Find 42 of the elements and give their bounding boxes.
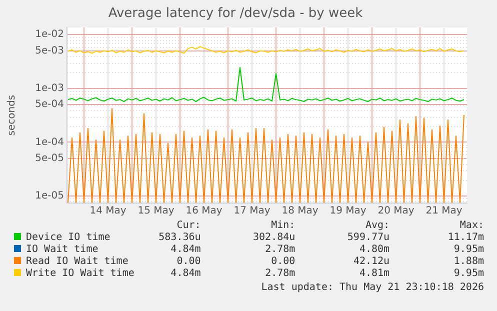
text: 0.00: [270, 256, 296, 268]
text: 4.80m: [358, 244, 390, 256]
text: 11.17m: [446, 232, 484, 244]
text: Cur:: [176, 220, 201, 232]
text: 302.84u: [252, 232, 296, 244]
text: 9.95m: [452, 244, 484, 256]
y-tick-label: 1e-04: [35, 136, 64, 148]
text: 583.36u: [158, 232, 201, 243]
y-tick-label: 1e-05: [35, 190, 64, 202]
text: Last update: Thu May 21 23:10:18 2026: [261, 282, 484, 293]
x-tick-label: 16 May: [186, 206, 222, 217]
x-tick-label: 20 May: [378, 206, 414, 217]
y-axis-title: seconds: [6, 94, 18, 136]
text: Max:: [458, 220, 484, 232]
x-tick-label: 19 May: [330, 206, 366, 217]
text: 4.81m: [358, 268, 390, 280]
text: 4.84m: [170, 244, 201, 256]
y-tick-label: 1e-03: [35, 82, 64, 94]
text: Min:: [270, 220, 296, 232]
legend-label: IO Wait time: [25, 244, 100, 256]
legend-label: Device IO time: [25, 232, 110, 244]
text: 2.78m: [264, 244, 296, 256]
legend-label: Read IO Wait time: [25, 256, 128, 268]
x-tick-label: 14 May: [90, 206, 126, 217]
y-tick-label: 1e-02: [35, 29, 64, 40]
x-tick-label: 21 May: [426, 206, 462, 217]
x-tick-label: 18 May: [282, 206, 318, 217]
x-tick-label: 15 May: [138, 206, 174, 217]
x-tick-label: 17 May: [234, 206, 270, 217]
legend-label: Write IO Wait time: [25, 268, 134, 280]
y-tick-label: 5e-03: [35, 45, 64, 56]
text: 599.77u: [346, 232, 390, 244]
text: 1.88m: [452, 256, 484, 268]
y-tick-label: 5e-05: [35, 152, 64, 164]
text: 2.78m: [264, 268, 296, 280]
y-tick-label: 5e-04: [35, 99, 64, 110]
text: Avg:: [364, 220, 390, 232]
chart-title: Average latency for /dev/sda - by week: [108, 6, 364, 22]
text: 9.95m: [452, 268, 484, 280]
text: 0.00: [176, 256, 201, 267]
text: 4.84m: [170, 268, 201, 279]
text: 42.12u: [352, 256, 390, 268]
